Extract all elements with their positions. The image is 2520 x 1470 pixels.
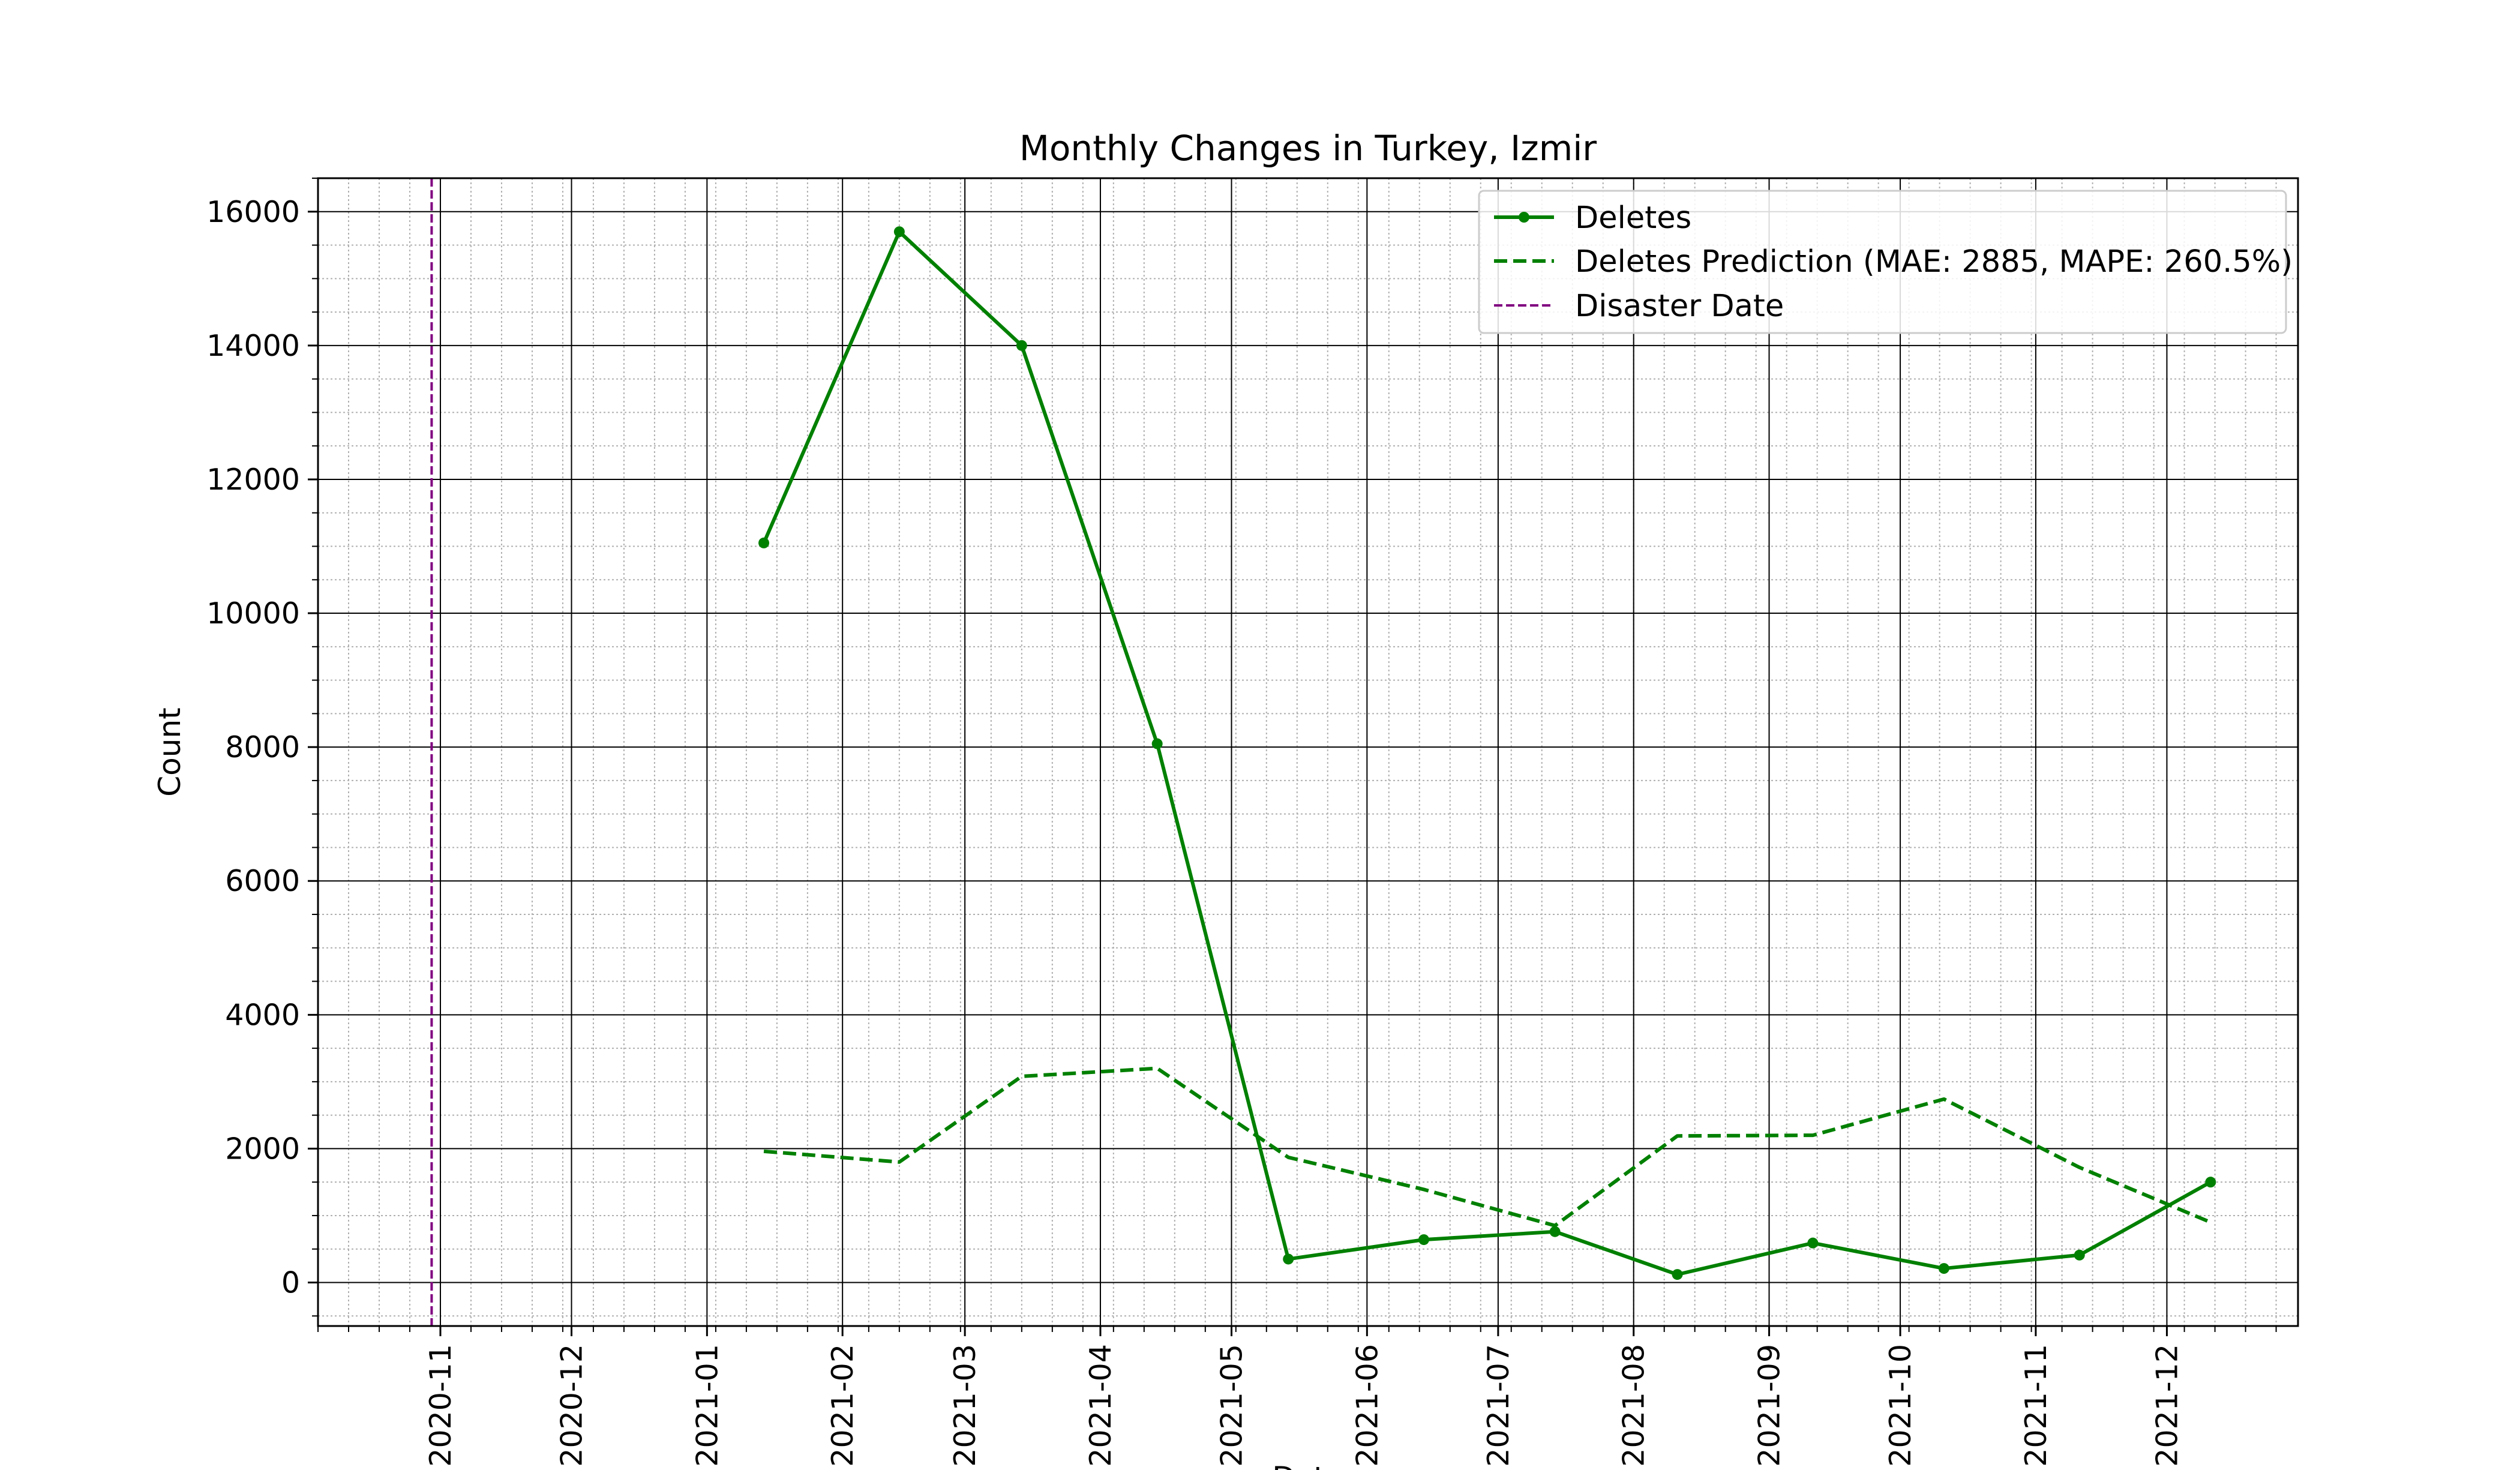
x-tick-label: 2021-07 <box>1481 1344 1516 1467</box>
x-axis-label: Date <box>1272 1460 1344 1470</box>
y-tick-label: 2000 <box>225 1132 300 1166</box>
x-tick-label: 2021-04 <box>1084 1344 1118 1467</box>
y-tick-label: 10000 <box>206 596 300 631</box>
y-tick-label: 12000 <box>206 463 300 497</box>
x-tick-label: 2020-11 <box>424 1344 458 1467</box>
data-point-deletes <box>758 537 770 548</box>
x-tick-label: 2021-03 <box>948 1344 982 1467</box>
x-tick-label: 2021-08 <box>1617 1344 1651 1467</box>
series-line-prediction <box>763 1066 2212 1228</box>
data-point-deletes <box>2074 1249 2085 1261</box>
legend-marker-deletes <box>1519 212 1529 223</box>
axis-ticks <box>308 178 2277 1336</box>
data-point-deletes <box>1807 1237 1819 1249</box>
legend-label-deletes: Deletes <box>1575 200 1691 236</box>
chart-title: Monthly Changes in Turkey, Izmir <box>1019 128 1597 169</box>
tick-labels: 0 2000 4000 6000 8000 10000 12000 14000 16000 202… <box>206 195 2184 1467</box>
plot-frame <box>317 177 2299 1327</box>
x-tick-label: 2021-02 <box>826 1344 860 1467</box>
data-point-deletes <box>1672 1269 1683 1280</box>
data-point-deletes <box>1283 1253 1294 1265</box>
data-point-deletes <box>1418 1234 1430 1246</box>
series-line-deletes <box>762 230 2212 1277</box>
x-tick-label: 2021-05 <box>1215 1344 1249 1467</box>
y-axis-label: Count <box>152 707 187 797</box>
data-point-deletes <box>2205 1177 2216 1188</box>
x-tick-label: 2021-01 <box>690 1344 724 1467</box>
data-point-deletes <box>1938 1263 1949 1274</box>
x-tick-label: 2021-12 <box>2150 1344 2184 1467</box>
data-point-deletes <box>893 226 905 238</box>
data-point-deletes <box>1016 340 1027 351</box>
data-point-deletes <box>1549 1226 1561 1237</box>
x-tick-label: 2020-12 <box>555 1344 589 1467</box>
data-point-deletes <box>1151 738 1163 749</box>
y-tick-label: 14000 <box>206 329 300 363</box>
x-tick-label: 2021-10 <box>1883 1344 1918 1467</box>
legend: Deletes Deletes Prediction (MAE: 2885, M… <box>1478 190 2293 334</box>
x-tick-label: 2021-06 <box>1350 1344 1384 1467</box>
x-tick-label: 2021-09 <box>1753 1344 1787 1467</box>
y-tick-label: 6000 <box>225 864 300 898</box>
x-tick-label: 2021-11 <box>2019 1344 2053 1467</box>
legend-label-disaster-date: Disaster Date <box>1575 289 1784 324</box>
legend-box <box>1478 190 2287 334</box>
y-tick-label: 0 <box>281 1265 300 1300</box>
y-tick-label: 8000 <box>225 730 300 764</box>
y-tick-label: 16000 <box>206 195 300 229</box>
y-tick-label: 4000 <box>225 998 300 1032</box>
legend-label-prediction: Deletes Prediction (MAE: 2885, MAPE: 260… <box>1575 244 2293 280</box>
plot-content <box>430 178 2216 1326</box>
